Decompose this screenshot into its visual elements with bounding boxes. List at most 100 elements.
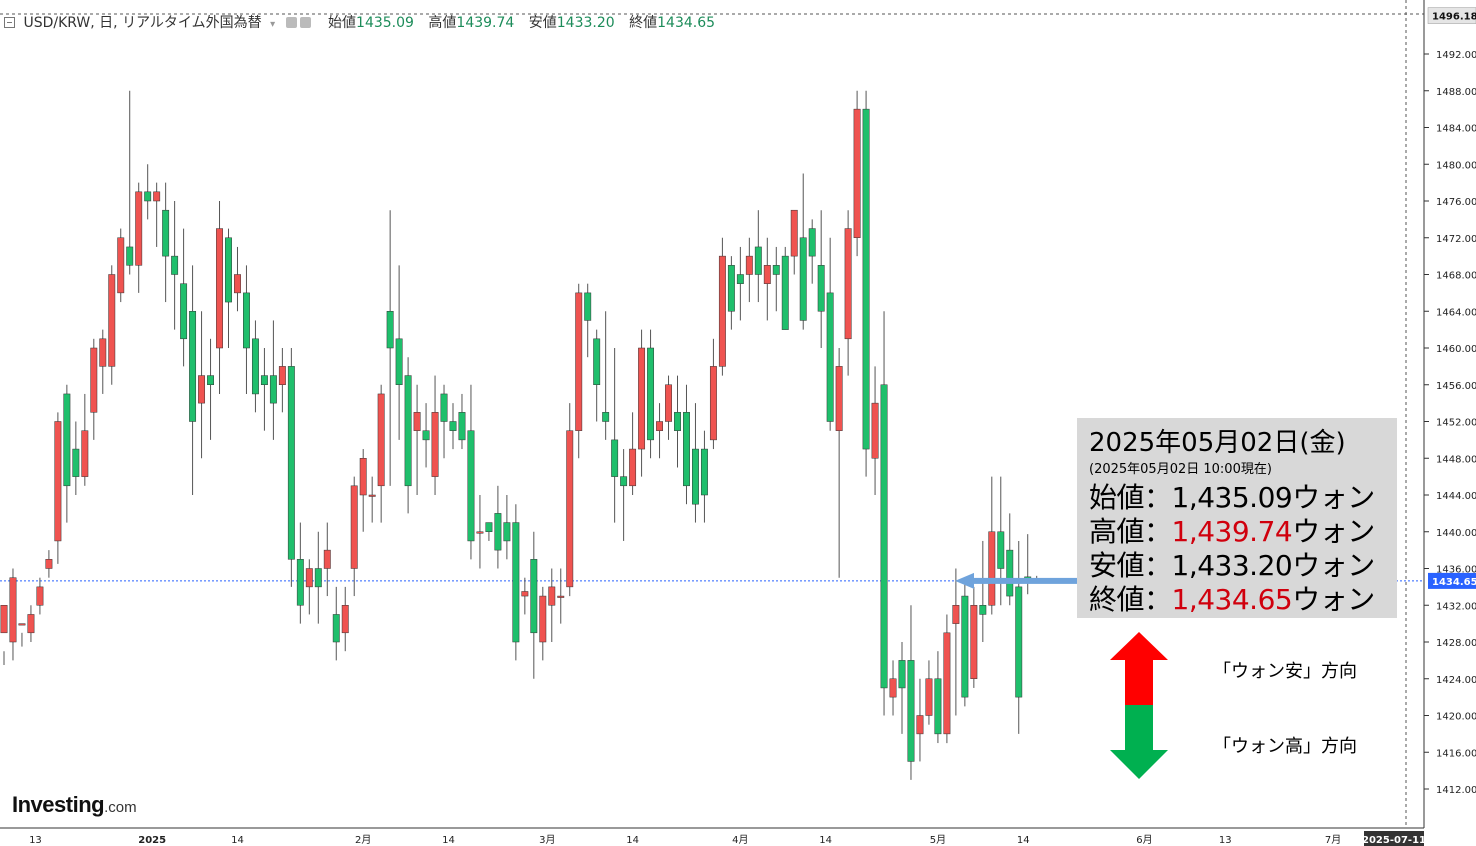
candle-body[interactable] — [99, 338, 107, 367]
candle-body[interactable] — [296, 559, 304, 606]
candle-body[interactable] — [593, 338, 601, 385]
candle-body[interactable] — [566, 430, 574, 588]
candle-body[interactable] — [458, 412, 466, 441]
candle-body[interactable] — [216, 228, 223, 349]
candle-body[interactable] — [970, 605, 978, 679]
candle-body[interactable] — [72, 448, 80, 477]
candle-body[interactable] — [243, 292, 250, 349]
candle-body[interactable] — [467, 430, 475, 542]
candle-body[interactable] — [1006, 549, 1014, 597]
candle-body[interactable] — [117, 237, 125, 294]
candle-body[interactable] — [548, 586, 556, 606]
candle-body[interactable] — [826, 292, 834, 422]
candle-body[interactable] — [126, 246, 134, 266]
candle-body[interactable] — [350, 485, 358, 569]
candle-body[interactable] — [683, 412, 690, 487]
close-icon[interactable] — [299, 17, 311, 28]
candle-body[interactable] — [898, 660, 906, 689]
candle-body[interactable] — [862, 108, 870, 450]
candle-body[interactable] — [736, 274, 744, 284]
candle-body[interactable] — [763, 265, 771, 284]
candle-body[interactable] — [907, 660, 915, 762]
candle-body[interactable] — [404, 375, 412, 487]
candle-body[interactable] — [251, 338, 259, 395]
candle-body[interactable] — [135, 191, 143, 266]
candle-body[interactable] — [18, 623, 26, 626]
candle-body[interactable] — [709, 366, 717, 441]
candle-body[interactable] — [162, 209, 170, 257]
candle-body[interactable] — [485, 522, 493, 532]
candle-body[interactable] — [332, 614, 340, 643]
candle-body[interactable] — [745, 255, 753, 275]
candle-body[interactable] — [647, 347, 655, 441]
candle-body[interactable] — [790, 209, 798, 257]
candle-body[interactable] — [781, 255, 789, 330]
candle-body[interactable] — [620, 476, 628, 487]
candle-body[interactable] — [171, 255, 179, 275]
candle-body[interactable] — [260, 375, 268, 385]
candle-body[interactable] — [961, 595, 969, 698]
chevron-down-icon[interactable]: ▾ — [270, 19, 276, 30]
candle-body[interactable] — [997, 531, 1005, 569]
candle-body[interactable] — [692, 448, 699, 505]
candle-body[interactable] — [359, 458, 367, 496]
candle-body[interactable] — [575, 292, 583, 431]
candle-body[interactable] — [602, 412, 610, 422]
candle-body[interactable] — [916, 715, 924, 735]
candle-body[interactable] — [629, 448, 637, 487]
candle-body[interactable] — [225, 237, 232, 303]
candle-body[interactable] — [180, 283, 188, 340]
candle-body[interactable] — [521, 591, 529, 597]
candle-body[interactable] — [234, 274, 241, 294]
candle-body[interactable] — [665, 384, 672, 422]
candle-body[interactable] — [0, 605, 8, 634]
candle-body[interactable] — [314, 568, 322, 588]
candle-body[interactable] — [305, 568, 313, 588]
collapse-icon[interactable] — [4, 17, 15, 28]
candle-body[interactable] — [934, 678, 942, 735]
candle-body[interactable] — [54, 421, 62, 542]
candle-body[interactable] — [81, 430, 89, 477]
candle-body[interactable] — [674, 412, 681, 431]
candle-body[interactable] — [772, 265, 780, 275]
candle-body[interactable] — [440, 393, 448, 422]
candle-body[interactable] — [269, 375, 277, 404]
candle-body[interactable] — [530, 559, 538, 634]
candle-body[interactable] — [476, 531, 484, 534]
candle-body[interactable] — [611, 439, 619, 477]
candle-body[interactable] — [512, 522, 520, 643]
candle-body[interactable] — [539, 595, 547, 643]
candle-body[interactable] — [153, 191, 161, 202]
candle-body[interactable] — [90, 347, 98, 413]
candle-body[interactable] — [943, 632, 951, 735]
candle-body[interactable] — [45, 559, 53, 569]
candle-body[interactable] — [9, 577, 17, 643]
candle-body[interactable] — [422, 430, 430, 441]
candle-body[interactable] — [503, 522, 511, 542]
candle-body[interactable] — [889, 678, 897, 698]
candle-body[interactable] — [808, 228, 816, 257]
candle-body[interactable] — [844, 228, 852, 340]
candle-body[interactable] — [494, 513, 502, 551]
candle-body[interactable] — [727, 265, 735, 312]
candle-body[interactable] — [979, 605, 987, 615]
candle-body[interactable] — [718, 255, 726, 367]
candle-body[interactable] — [63, 393, 71, 487]
settings-icon[interactable] — [285, 17, 297, 28]
candle-body[interactable] — [27, 614, 35, 634]
candle-body[interactable] — [700, 448, 708, 496]
candle-body[interactable] — [431, 412, 439, 477]
candle-body[interactable] — [198, 375, 206, 404]
candle-body[interactable] — [799, 237, 807, 321]
candle-body[interactable] — [144, 191, 152, 202]
candle-body[interactable] — [341, 605, 349, 634]
candle-body[interactable] — [395, 338, 403, 385]
candle-body[interactable] — [413, 412, 421, 431]
candle-body[interactable] — [584, 292, 592, 321]
candle-body[interactable] — [880, 384, 888, 689]
candle-body[interactable] — [638, 347, 646, 450]
candle-body[interactable] — [557, 595, 565, 598]
candle-body[interactable] — [368, 494, 376, 497]
candle-body[interactable] — [925, 678, 933, 716]
